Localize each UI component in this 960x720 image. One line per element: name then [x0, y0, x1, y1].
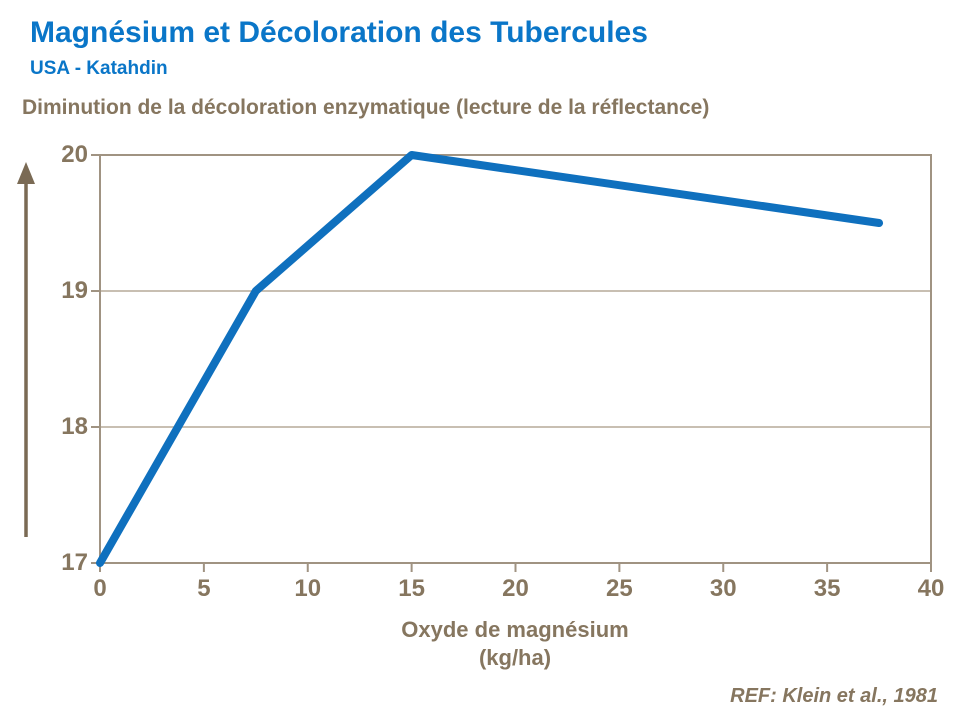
x-tick-label-15: 15 — [398, 575, 425, 602]
data-line — [96, 151, 884, 567]
y-tick-label-20: 20 — [61, 141, 88, 168]
x-tick-label-10: 10 — [294, 575, 322, 602]
y-tick-label-17: 17 — [61, 549, 88, 576]
page-title: Magnésium et Décoloration des Tubercules — [30, 16, 648, 49]
y-axis-arrow-icon — [17, 162, 35, 184]
x-axis-title-line2: (kg/ha) — [478, 645, 552, 670]
y-tick-label-19: 19 — [61, 277, 88, 304]
page-subtitle: USA - Katahdin — [30, 58, 168, 79]
x-axis-title: Oxyde de magnésium (kg/ha) — [215, 616, 815, 672]
x-tick-label-20: 20 — [502, 575, 529, 602]
reference-note: REF: Klein et al., 1981 — [730, 685, 938, 707]
x-tick-label-40: 40 — [917, 575, 945, 602]
y-tick-label-18: 18 — [61, 413, 88, 440]
chart-title: Diminution de la décoloration enzymatiqu… — [22, 96, 710, 119]
x-tick-label-35: 35 — [813, 575, 841, 602]
x-axis-title-line1: Oxyde de magnésium — [401, 617, 629, 642]
x-tick-label-0: 0 — [93, 575, 107, 602]
x-tick-label-5: 5 — [197, 575, 211, 602]
x-tick-label-25: 25 — [606, 575, 633, 602]
x-tick-label-30: 30 — [709, 575, 737, 602]
